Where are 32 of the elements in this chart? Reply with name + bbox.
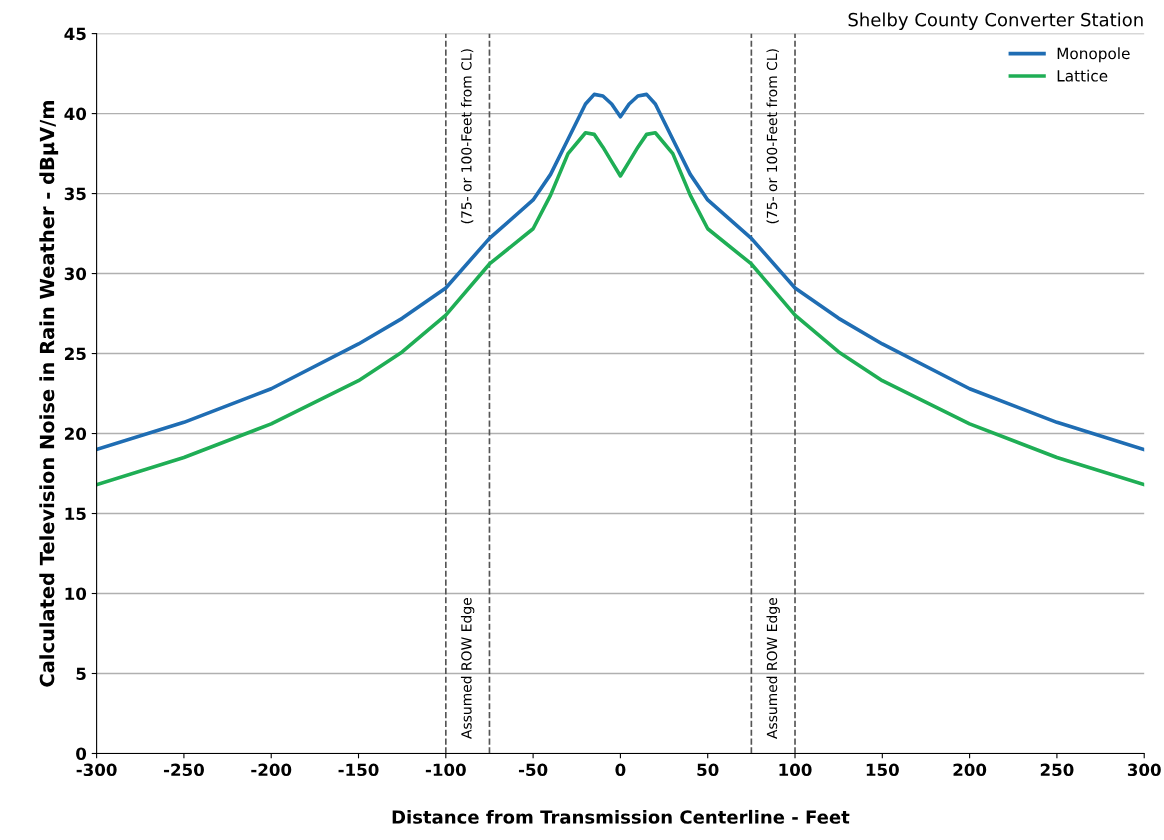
legend-label: Lattice	[1057, 69, 1108, 82]
x-tick-label: -200	[251, 763, 292, 777]
x-tick-label: 50	[697, 763, 719, 777]
y-tick-label: 15	[65, 507, 86, 521]
y-tick-label: 5	[76, 667, 86, 681]
annotation: (75- or 100-Feet from CL)	[460, 49, 474, 224]
x-tick-label: 250	[1040, 763, 1074, 777]
y-tick-label: 40	[64, 107, 87, 121]
y-tick-label: 10	[65, 587, 87, 601]
y-tick-label: 35	[64, 187, 86, 201]
annotation: (75- or 100-Feet from CL)	[766, 49, 779, 224]
y-tick-label: 30	[64, 267, 87, 281]
x-axis-title: Distance from Transmission Centerline - Feet	[392, 809, 850, 824]
y-tick-label: 45	[64, 27, 86, 41]
x-tick-label: -100	[425, 763, 466, 777]
annotation: Assumed ROW Edge	[460, 598, 475, 739]
chart-title: Shelby County Converter Station	[848, 12, 1143, 30]
x-tick-label: 200	[953, 763, 987, 777]
x-tick-label: 0	[615, 763, 626, 777]
x-tick-label: 100	[779, 763, 812, 777]
legend-label: Monopole	[1057, 47, 1130, 63]
x-tick-label: 300	[1127, 763, 1161, 777]
x-tick-label: -300	[76, 763, 117, 777]
x-tick-label: -150	[338, 763, 379, 777]
x-tick-label: -50	[518, 763, 548, 777]
x-tick-label: -250	[163, 763, 204, 777]
y-tick-label: 0	[76, 747, 87, 761]
y-axis-title: Calculated Television Noise in Rain Weather - dBμV/m	[39, 100, 59, 687]
annotation: Assumed ROW Edge	[766, 598, 780, 739]
x-tick-label: 150	[866, 763, 899, 777]
y-tick-label: 20	[65, 427, 87, 441]
y-tick-label: 25	[65, 347, 86, 361]
